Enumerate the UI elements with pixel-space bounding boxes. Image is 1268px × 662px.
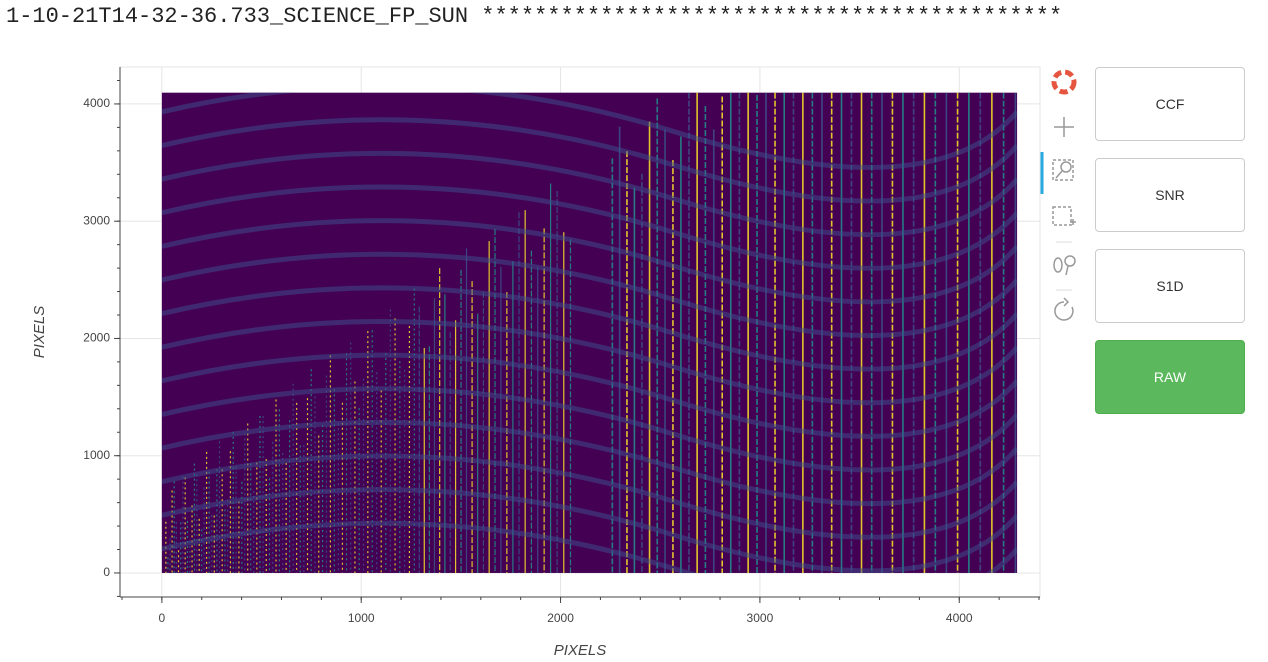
x-tick-label: 4000 bbox=[946, 611, 973, 625]
order-curve bbox=[161, 419, 1018, 507]
x-tick-label: 2000 bbox=[547, 611, 574, 625]
view-button[interactable]: RAW bbox=[1095, 340, 1245, 414]
y-tick-label: 1000 bbox=[83, 448, 110, 462]
view-button[interactable]: CCF bbox=[1095, 67, 1245, 141]
y-tick-label: 4000 bbox=[83, 96, 110, 110]
box-zoom-tool[interactable] bbox=[1052, 159, 1074, 181]
y-tick-label: 0 bbox=[103, 565, 110, 579]
order-curve bbox=[161, 487, 1018, 573]
order-curve bbox=[161, 352, 1018, 439]
x-tick-label: 3000 bbox=[747, 611, 774, 625]
order-curve bbox=[161, 150, 1018, 238]
file-title: 1-10-21T14-32-36.733_SCIENCE_FP_SUN ****… bbox=[6, 4, 1063, 29]
order-curve bbox=[161, 453, 1018, 540]
order-curve bbox=[161, 184, 1018, 271]
y-axis-label: PIXELS bbox=[31, 306, 48, 359]
order-curve bbox=[161, 117, 1018, 204]
order-curve bbox=[161, 251, 1018, 339]
order-curve bbox=[161, 520, 1018, 573]
order-curve bbox=[161, 92, 1018, 170]
x-tick-label: 1000 bbox=[348, 611, 375, 625]
view-button[interactable]: S1D bbox=[1095, 249, 1245, 323]
bokeh-logo[interactable] bbox=[1051, 69, 1077, 95]
toolbar bbox=[1040, 69, 1077, 321]
y-tick-label: 3000 bbox=[83, 213, 110, 227]
image-texture bbox=[161, 92, 1018, 573]
x-axis-label: PIXELS bbox=[554, 642, 607, 659]
order-curve bbox=[161, 218, 1018, 305]
order-curve bbox=[161, 386, 1018, 473]
order-curve bbox=[161, 285, 1018, 372]
pan-tool[interactable] bbox=[1054, 117, 1074, 137]
chart: 0 1000 2000 3000 4000 0 1000 2000 3000 4000 PIXELS… bbox=[31, 66, 1077, 659]
box-select-tool[interactable] bbox=[1052, 206, 1076, 226]
wheel-zoom-tool[interactable] bbox=[1053, 255, 1076, 276]
x-tick-label: 0 bbox=[159, 611, 166, 625]
y-tick-label: 2000 bbox=[83, 331, 110, 345]
order-curve bbox=[161, 319, 1018, 406]
reset-tool[interactable] bbox=[1054, 297, 1074, 321]
view-button[interactable]: SNR bbox=[1095, 158, 1245, 232]
